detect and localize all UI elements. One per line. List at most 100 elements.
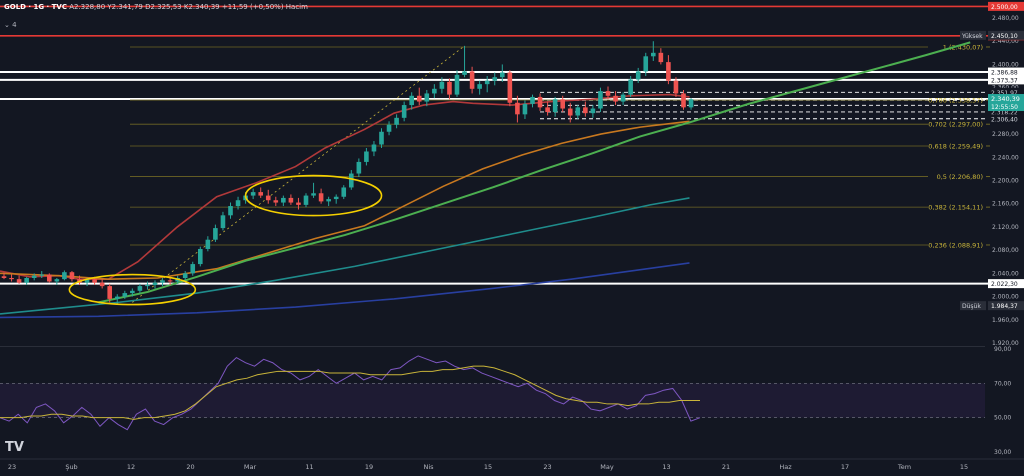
price-tick-label: 2.400,00 — [992, 61, 1019, 68]
price-tick-label: 2.200,00 — [992, 178, 1019, 185]
candle-body — [69, 272, 75, 280]
badge-value-bg — [988, 301, 1024, 311]
candle-body — [560, 99, 565, 109]
highlight-ellipse — [68, 273, 197, 306]
candle-body — [635, 71, 641, 80]
candle-body — [39, 274, 45, 276]
candle-body — [288, 197, 294, 203]
price-level-tag — [988, 67, 1024, 77]
price-tick-label: 1.920,00 — [992, 340, 1019, 347]
candle-body — [500, 72, 505, 78]
symbol-label[interactable]: GOLD · 1G · TVC — [4, 3, 67, 11]
dashed-level-tag-text: 2.351,97 — [991, 90, 1018, 97]
moving-average-line — [98, 41, 971, 304]
price-level-tag-text: 2.373,37 — [991, 77, 1018, 84]
candle-body — [681, 93, 686, 108]
candle-body — [205, 239, 211, 249]
candle-body — [590, 108, 596, 114]
time-tick-label: May — [600, 463, 614, 471]
candle-body — [130, 290, 135, 294]
candle-body — [424, 93, 430, 102]
price-tick-label: 2.160,00 — [992, 201, 1019, 208]
collapse-chevron-icon[interactable]: ⌄ — [4, 21, 10, 29]
time-tick-label: 15 — [960, 463, 968, 471]
candle-body — [220, 215, 226, 229]
candle-body — [492, 77, 498, 81]
last-price-value: 2.340,39 — [991, 95, 1020, 103]
candle-body — [167, 280, 173, 282]
candle-body — [598, 91, 603, 109]
candle-body — [341, 187, 347, 197]
candle-body — [356, 161, 362, 174]
price-tick-label: 2.040,00 — [992, 270, 1019, 277]
candle-body — [379, 131, 384, 145]
candle-body — [296, 202, 301, 205]
time-tick-label: Haz — [779, 463, 792, 471]
badge-value: 1.984,37 — [991, 303, 1018, 310]
fib-level-label: 0,236 (2.088,91) — [928, 241, 983, 249]
dashed-level-tag-text: 2.318,22 — [991, 109, 1018, 116]
candle-body — [182, 273, 188, 278]
candle-body — [303, 195, 309, 205]
time-tick-label: Nis — [423, 463, 434, 471]
candle-body — [84, 279, 90, 283]
fib-level-label: 1 (2.430,07) — [943, 43, 983, 51]
candle-body — [152, 282, 158, 285]
candle-body — [416, 95, 422, 102]
candle-body — [552, 99, 558, 113]
candle-body — [122, 293, 128, 297]
candle-body — [145, 284, 150, 287]
price-level-tag-text: 2.386,88 — [991, 70, 1018, 77]
candle-body — [432, 88, 437, 94]
candle-body — [666, 62, 671, 81]
candle-body — [160, 280, 165, 283]
candle-body — [605, 91, 611, 96]
candle-body — [333, 196, 339, 200]
time-tick-label: 23 — [8, 463, 16, 471]
candle-body — [99, 282, 105, 287]
rsi-tick-label: 90,00 — [994, 346, 1011, 353]
time-tick-label: 11 — [305, 463, 313, 471]
badge-value: 2.450,10 — [991, 33, 1018, 40]
dashed-level-tag — [988, 114, 1024, 124]
time-tick-label: Tem — [897, 463, 911, 471]
candle-body — [386, 124, 392, 132]
tradingview-logo: TV — [5, 440, 24, 455]
moving-average-line — [0, 262, 690, 319]
price-level-tag-text: 2.500,00 — [991, 4, 1018, 11]
time-tick-label: 12 — [127, 463, 135, 471]
candle-body — [107, 286, 112, 299]
price-tick-label: 2.480,00 — [992, 15, 1019, 22]
indicator-count[interactable]: 4 — [12, 21, 17, 29]
candle-body — [409, 95, 414, 106]
price-tick-label: 1.960,00 — [992, 317, 1019, 324]
candle-body — [545, 107, 550, 113]
rsi-tick-label: 70,00 — [994, 380, 1011, 387]
volume-label[interactable]: Hacim — [285, 3, 308, 11]
moving-average-line — [0, 120, 690, 280]
candle-body — [213, 228, 218, 240]
candle-body — [371, 144, 377, 152]
time-tick-label: 17 — [841, 463, 849, 471]
time-tick-label: Şub — [65, 463, 77, 471]
ohlc-readout: A2.328,80 Y2.341,79 D2.325,53 K2.340,39 … — [69, 3, 284, 11]
price-tick-label: 2.000,00 — [992, 294, 1019, 301]
candle-body — [530, 96, 535, 104]
candle-body — [47, 274, 52, 282]
candle-body — [364, 151, 369, 162]
candle-body — [613, 95, 618, 102]
candle-body — [484, 80, 490, 85]
price-level-tag — [988, 279, 1024, 289]
fib-level-label: 0,382 (2.154,11) — [928, 204, 983, 212]
candle-body — [394, 117, 399, 125]
candle-body — [190, 264, 196, 274]
candle-body — [439, 81, 445, 89]
candle-body — [273, 200, 279, 203]
candle-body — [54, 279, 60, 282]
badge-label-bg — [960, 30, 986, 40]
candle-body — [114, 296, 120, 299]
rsi-tick-label: 30,00 — [994, 449, 1011, 456]
fib-level-label: 0,5 (2.206,80) — [937, 173, 983, 181]
